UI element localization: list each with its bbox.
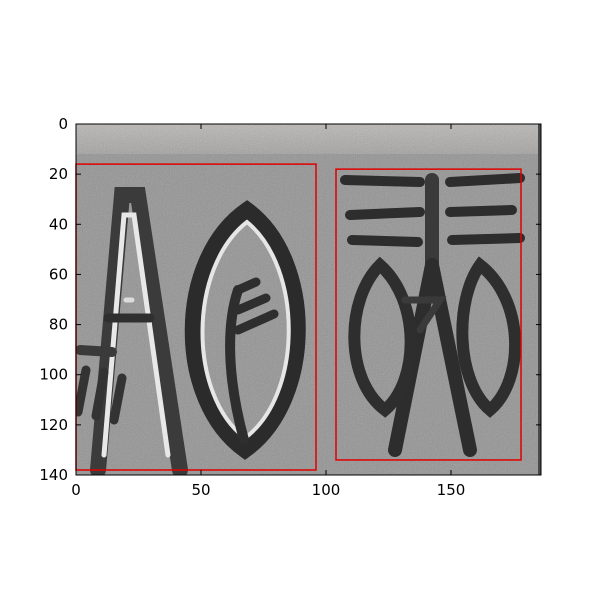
x-tick-label: 100 [312,481,341,499]
bounding-box-2 [335,168,522,461]
y-tick-label: 20 [49,165,68,183]
y-axis: 0 20 40 60 80 100 120 140 [39,115,541,484]
x-axis: 0 50 100 150 [71,124,465,499]
x-tick-label: 150 [437,481,466,499]
x-tick-label: 0 [71,481,81,499]
glyph-leaf-icon [184,200,306,460]
y-tick-label: 80 [49,316,68,334]
y-tick-label: 140 [39,466,68,484]
y-tick-label: 100 [39,366,68,384]
glyph-comb-fragment-icon [76,345,127,425]
axes-frame [75,123,542,476]
y-tick-label: 120 [39,416,68,434]
seal-image [76,124,541,475]
y-tick-label: 0 [58,115,68,133]
y-tick-label: 60 [49,265,68,283]
glyph-figure-icon [340,173,525,457]
y-tick-label: 40 [49,215,68,233]
x-tick-label: 50 [191,481,210,499]
glyph-triangle-icon [90,187,188,475]
